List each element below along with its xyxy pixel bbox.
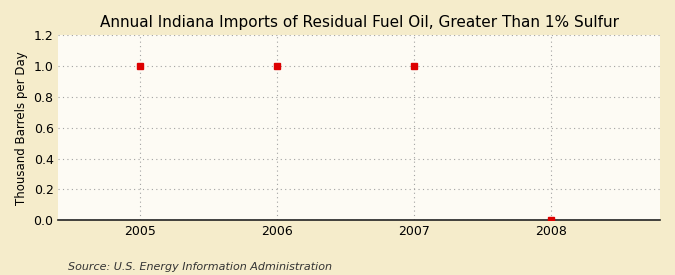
Title: Annual Indiana Imports of Residual Fuel Oil, Greater Than 1% Sulfur: Annual Indiana Imports of Residual Fuel … [100,15,619,30]
Text: Source: U.S. Energy Information Administration: Source: U.S. Energy Information Administ… [68,262,331,272]
Y-axis label: Thousand Barrels per Day: Thousand Barrels per Day [15,51,28,205]
